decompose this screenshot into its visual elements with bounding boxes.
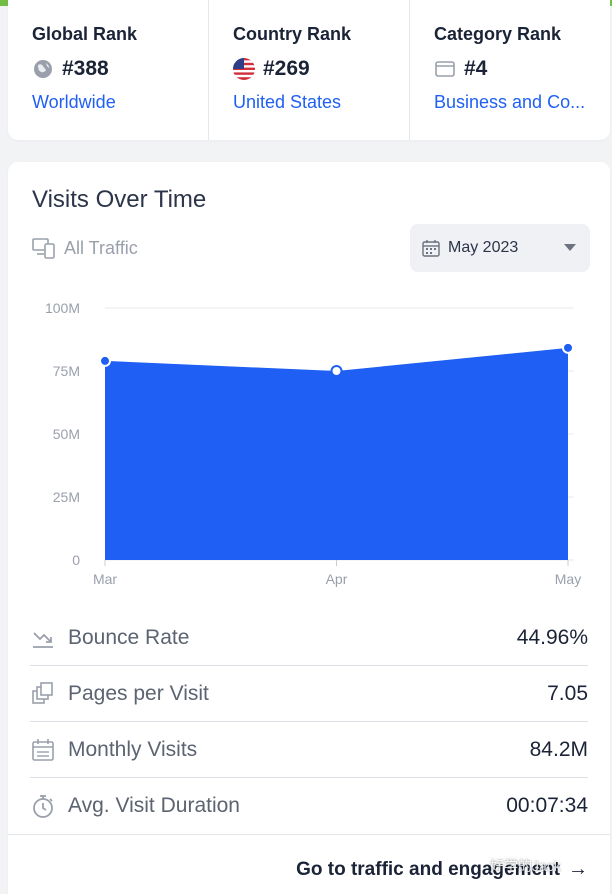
traffic-filter-label: All Traffic <box>64 237 138 258</box>
stopwatch-icon <box>30 793 56 819</box>
category-link[interactable]: Business and Co... <box>434 92 586 112</box>
metric-row-monthly-visits: Monthly Visits 84.2M <box>30 722 588 778</box>
metric-row-pages-per-visit: Pages per Visit 7.05 <box>30 666 588 722</box>
us-flag-icon <box>233 58 255 80</box>
x-tick-label: May <box>555 571 581 587</box>
country-rank: Country Rank #269 United <box>209 0 410 140</box>
rank-title: Country Rank <box>233 24 352 44</box>
rank-value: #4 <box>464 57 488 80</box>
metrics-list: Bounce Rate 44.96% Pages per Visit 7.05 … <box>30 610 588 834</box>
footer-divider <box>8 834 610 835</box>
metric-label: Monthly Visits <box>68 737 198 761</box>
chevron-down-icon <box>564 244 576 251</box>
x-tick-label: Apr <box>326 571 348 587</box>
rank-title: Global Rank <box>32 24 138 44</box>
visits-chart: 0 25M 50M 75M 100M Mar Apr May <box>45 300 581 587</box>
globe-icon <box>32 58 54 80</box>
visits-title: Visits Over Time <box>32 186 207 213</box>
data-point <box>562 341 574 354</box>
calendar-icon <box>30 737 56 763</box>
rank-value: #388 <box>62 57 109 80</box>
y-tick-label: 0 <box>72 552 80 568</box>
y-tick-label: 100M <box>45 300 80 316</box>
visits-card: Visits Over Time All Traffic May 2023 0 2… <box>8 162 610 894</box>
worldwide-link[interactable]: Worldwide <box>32 92 116 112</box>
metric-value: 44.96% <box>516 625 588 649</box>
rank-title: Category Rank <box>434 24 562 44</box>
category-icon <box>434 58 456 80</box>
y-tick-label: 50M <box>53 426 80 442</box>
metric-value: 84.2M <box>529 737 588 761</box>
date-select-value: May 2023 <box>448 239 519 256</box>
category-rank: Category Rank #4 Business and Co... <box>410 0 610 140</box>
watermark: 好学的Jack <box>490 858 561 874</box>
x-tick-label: Mar <box>93 571 117 587</box>
devices-icon <box>32 238 55 259</box>
metric-row-bounce-rate: Bounce Rate 44.96% <box>30 610 588 666</box>
metric-value: 7.05 <box>547 681 588 705</box>
metric-label: Bounce Rate <box>68 625 190 649</box>
traffic-engagement-link[interactable]: Go to traffic and engagement → <box>296 858 588 881</box>
y-tick-label: 25M <box>53 489 80 505</box>
footer-link-label: Go to traffic and engagement <box>296 858 560 880</box>
pages-icon <box>30 681 56 707</box>
rank-value: #269 <box>263 57 310 80</box>
bounce-rate-icon <box>30 625 56 651</box>
global-rank: Global Rank #388 Worldwide <box>8 0 209 140</box>
data-point <box>99 354 111 367</box>
data-point <box>330 365 343 377</box>
metric-label: Avg. Visit Duration <box>68 794 240 817</box>
rank-card: Global Rank #388 Worldwide Country Rank <box>8 0 610 140</box>
calendar-icon <box>422 240 440 257</box>
date-select[interactable]: May 2023 <box>410 224 590 272</box>
arrow-right-icon: → <box>568 858 588 880</box>
traffic-filter[interactable]: All Traffic <box>32 236 138 260</box>
y-tick-label: 75M <box>53 363 80 379</box>
country-link[interactable]: United States <box>233 92 342 112</box>
area-fill <box>105 347 568 560</box>
metric-label: Pages per Visit <box>68 681 209 705</box>
metric-row-avg-visit-duration: Avg. Visit Duration 00:07:34 <box>30 778 588 834</box>
metric-value: 00:07:34 <box>506 794 588 817</box>
